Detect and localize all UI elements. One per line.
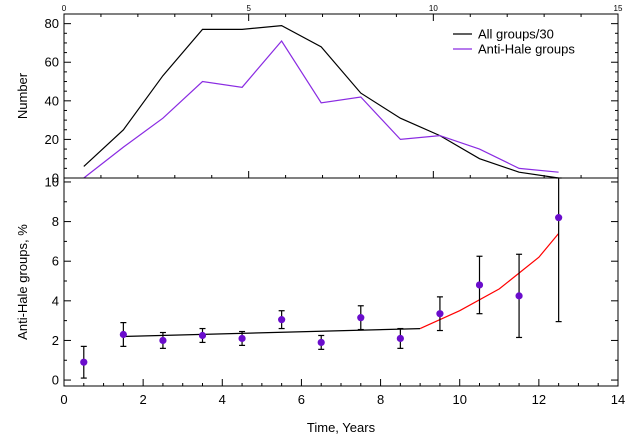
bottom-y-tick-label: 2: [52, 333, 59, 348]
top-x-tick-label: 5: [246, 4, 251, 13]
series-line-anti-hale: [83, 39, 559, 179]
top-y-axis-title: Number: [15, 72, 30, 119]
data-point: [278, 316, 286, 324]
fit-line-rising: [419, 233, 560, 330]
top-panel-series: [83, 24, 559, 179]
bottom-panel-points: [80, 177, 563, 379]
data-point: [317, 338, 325, 347]
bottom-y-axis-title: Anti-Hale groups, %: [15, 224, 30, 340]
data-point: [159, 336, 167, 345]
bottom-panel-fits: [123, 233, 560, 338]
legend-label: All groups/30: [478, 27, 554, 42]
top-x-tick-label: 10: [429, 4, 438, 13]
data-point: [238, 334, 246, 343]
top-y-tick-label: 0: [52, 171, 59, 186]
bottom-panel-frame: [63, 177, 619, 387]
top-x-tick-label: 0: [62, 4, 67, 13]
bottom-x-tick-label: 8: [377, 392, 384, 407]
series-line-all-groups: [83, 24, 559, 179]
data-point: [198, 331, 207, 340]
bottom-y-tick-label: 0: [52, 373, 59, 388]
top-y-tick-label: 80: [45, 16, 59, 31]
data-point: [357, 314, 365, 322]
bottom-y-tick-label: 4: [52, 293, 59, 308]
fit-line-linear: [123, 328, 421, 338]
data-point: [80, 358, 88, 366]
bottom-y-tick-label: 10: [45, 174, 59, 189]
legend-label: Anti-Hale groups: [478, 42, 575, 57]
bottom-x-axis-title: Time, Years: [307, 420, 376, 435]
data-point: [436, 310, 444, 318]
bottom-x-tick-label: 12: [532, 392, 546, 407]
data-point: [396, 334, 404, 343]
bottom-x-tick-label: 2: [140, 392, 147, 407]
top-y-tick-label: 20: [45, 132, 59, 147]
top-x-tick-label: 15: [614, 4, 623, 13]
bottom-x-tick-label: 14: [611, 392, 625, 407]
top-y-tick-label: 40: [45, 93, 59, 108]
data-point: [119, 330, 127, 339]
data-point: [475, 281, 484, 289]
bottom-y-tick-label: 8: [52, 214, 59, 229]
data-point: [515, 292, 523, 300]
bottom-x-tick-label: 0: [60, 392, 67, 407]
bottom-x-tick-label: 10: [452, 392, 466, 407]
data-point: [555, 214, 563, 222]
bottom-x-tick-label: 4: [219, 392, 226, 407]
bottom-x-tick-label: 6: [298, 392, 305, 407]
bottom-y-tick-label: 6: [52, 254, 59, 269]
top-y-tick-label: 60: [45, 55, 59, 70]
